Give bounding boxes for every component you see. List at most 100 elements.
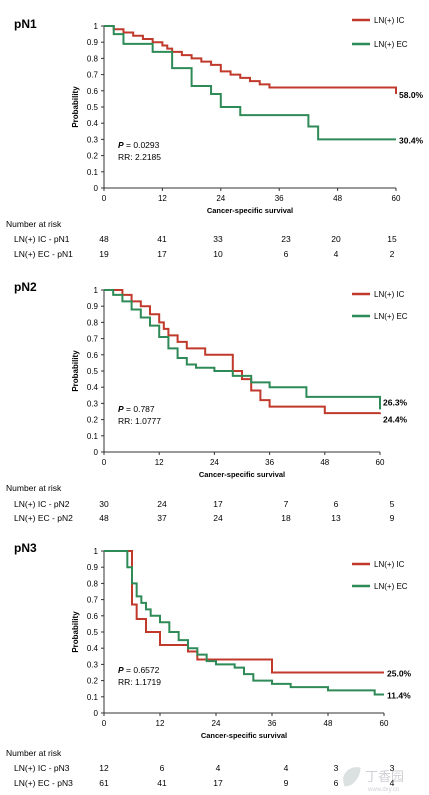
risk-value: 17 [157, 249, 167, 259]
y-tick-label: 0.3 [87, 660, 99, 669]
risk-row-label: LN(+) IC - pN1 [14, 234, 70, 244]
x-tick-label: 60 [380, 719, 389, 728]
y-tick-label: 0.7 [87, 596, 99, 605]
panel-title: pN3 [14, 541, 37, 555]
series-end-label: 58.0% [399, 90, 424, 100]
risk-value: 6 [160, 763, 165, 773]
y-tick-label: 0.5 [87, 103, 99, 112]
x-tick-label: 12 [156, 719, 165, 728]
series-end-label: 26.3% [383, 397, 408, 407]
y-tick-label: 0.4 [87, 119, 99, 128]
y-tick-label: 0.7 [87, 71, 99, 80]
risk-value: 2 [390, 249, 395, 259]
risk-value: 33 [213, 234, 223, 244]
y-tick-label: 0.5 [87, 367, 99, 376]
risk-table-title: Number at risk [6, 483, 62, 493]
legend-entry: LN(+) IC [374, 16, 405, 25]
risk-value: 48 [99, 513, 109, 523]
risk-value: 24 [213, 513, 223, 523]
x-tick-label: 0 [102, 719, 107, 728]
x-axis-label: Cancer-specific survival [201, 731, 287, 740]
risk-value: 3 [390, 763, 395, 773]
risk-value: 6 [334, 499, 339, 509]
x-tick-label: 60 [376, 458, 385, 467]
y-tick-label: 1 [94, 547, 99, 556]
y-tick-label: 0.5 [87, 628, 99, 637]
y-axis-label: Probability [71, 350, 80, 392]
risk-value: 23 [281, 234, 291, 244]
y-tick-label: 0 [94, 709, 99, 718]
risk-row-label: LN(+) IC - pN3 [14, 763, 70, 773]
risk-value: 6 [284, 249, 289, 259]
risk-value: 9 [390, 513, 395, 523]
y-tick-label: 1 [94, 286, 99, 295]
legend-entry: LN(+) IC [374, 560, 405, 569]
y-tick-label: 0.4 [87, 644, 99, 653]
p-value-annotation: P = 0.6572 [118, 665, 160, 675]
series-line-ec [104, 25, 396, 141]
x-tick-label: 0 [102, 458, 107, 467]
risk-row-label: LN(+) EC - pN1 [14, 249, 73, 259]
risk-row-label: LN(+) EC - pN3 [14, 778, 73, 788]
p-label: P [118, 665, 124, 675]
panel-title: pN2 [14, 280, 37, 294]
p-label: P [118, 140, 124, 150]
risk-value: 4 [334, 249, 339, 259]
y-tick-label: 0.3 [87, 135, 99, 144]
legend-entry: LN(+) EC [374, 582, 408, 591]
p-value: = 0.0293 [124, 140, 160, 150]
y-tick-label: 0.2 [87, 152, 99, 161]
risk-value: 7 [284, 499, 289, 509]
risk-table-title: Number at risk [6, 748, 62, 758]
risk-value: 9 [284, 778, 289, 788]
series-line-ec [104, 289, 381, 410]
risk-value: 12 [99, 763, 109, 773]
x-tick-label: 60 [392, 194, 401, 203]
y-tick-label: 0.1 [87, 432, 99, 441]
risk-value: 10 [213, 249, 223, 259]
p-value: = 0.6572 [124, 665, 160, 675]
series-end-label: 24.4% [383, 414, 408, 424]
y-tick-label: 1 [94, 22, 99, 31]
risk-value: 6 [334, 778, 339, 788]
y-tick-label: 0.8 [87, 579, 99, 588]
x-tick-label: 48 [333, 194, 342, 203]
watermark-text: 丁香园 [365, 770, 404, 785]
risk-row-label: LN(+) IC - pN2 [14, 499, 70, 509]
risk-value: 5 [390, 499, 395, 509]
y-tick-label: 0.4 [87, 383, 99, 392]
risk-value: 17 [213, 499, 223, 509]
series-line-ic [104, 289, 381, 415]
risk-value: 61 [99, 778, 109, 788]
x-axis-label: Cancer-specific survival [199, 470, 285, 479]
risk-value: 17 [213, 778, 223, 788]
watermark-url: www.dxy.cn [367, 787, 399, 793]
risk-value: 37 [157, 513, 167, 523]
series-end-label: 25.0% [387, 669, 412, 679]
y-tick-label: 0.2 [87, 416, 99, 425]
legend-entry: LN(+) IC [374, 290, 405, 299]
x-tick-label: 24 [216, 194, 225, 203]
series-end-label: 11.4% [387, 691, 411, 701]
y-tick-label: 0.6 [87, 612, 99, 621]
risk-value: 41 [157, 234, 167, 244]
x-tick-label: 24 [210, 458, 219, 467]
p-value: = 0.787 [124, 404, 155, 414]
risk-value: 19 [99, 249, 109, 259]
watermark: 丁香园 www.dxy.cn [343, 767, 404, 793]
risk-table-title: Number at risk [6, 219, 62, 229]
y-tick-label: 0.6 [87, 351, 99, 360]
risk-value: 15 [387, 234, 397, 244]
risk-value: 41 [157, 778, 167, 788]
y-tick-label: 0.8 [87, 54, 99, 63]
x-tick-label: 24 [212, 719, 221, 728]
y-tick-label: 0.9 [87, 563, 99, 572]
x-tick-label: 36 [265, 458, 274, 467]
risk-value: 13 [331, 513, 341, 523]
y-tick-label: 0.2 [87, 677, 99, 686]
y-tick-label: 0.1 [87, 168, 99, 177]
